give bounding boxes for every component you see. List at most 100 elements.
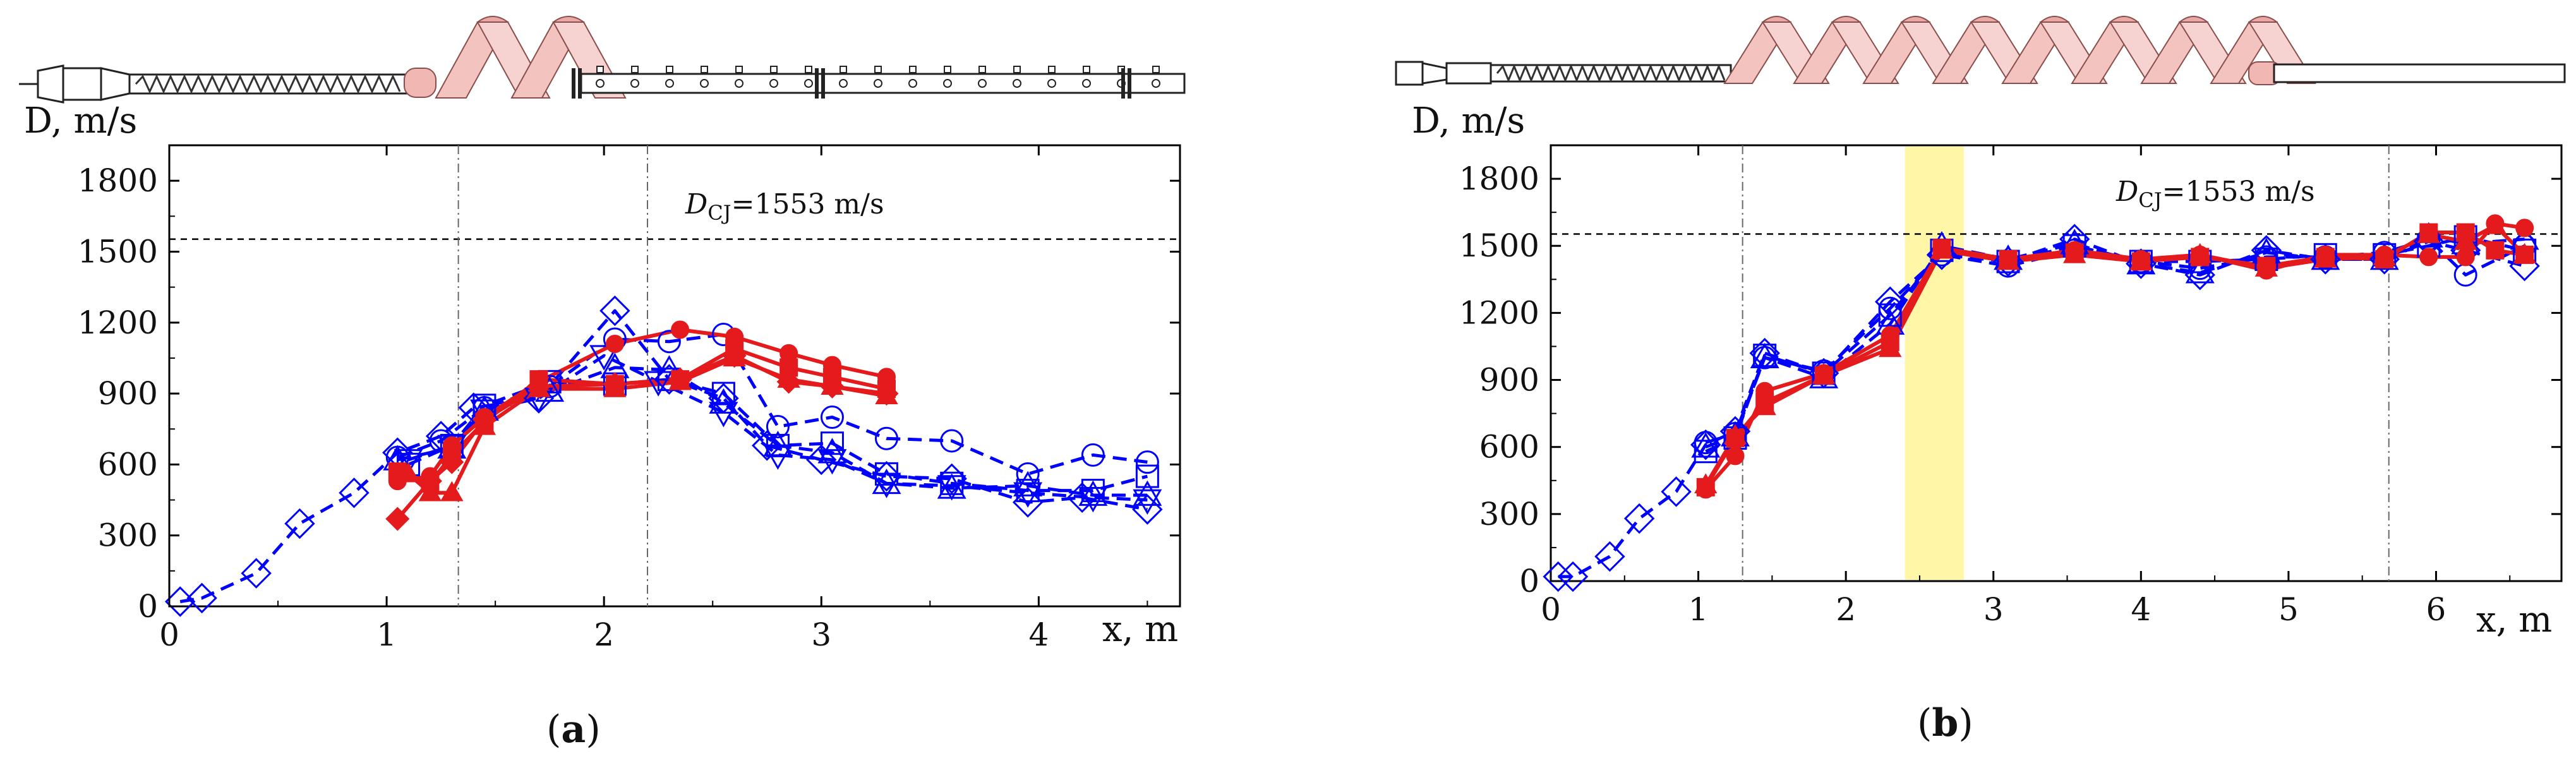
highlight-band	[1905, 147, 1965, 580]
data-point-s8-p0	[385, 507, 410, 531]
data-point-s8-p1	[418, 469, 442, 493]
data-point-s0-p1	[1557, 561, 1589, 592]
y-axis-label-a: D, m/s	[24, 100, 137, 141]
panel-caption-a: (a)	[546, 707, 601, 752]
data-point-s3-p2	[1750, 342, 1779, 368]
data-point-s0-p0	[1543, 561, 1574, 592]
data-point-s4-p1	[1726, 447, 1745, 466]
x-tick-label: 2	[1836, 591, 1856, 628]
data-point-s5-p6	[671, 320, 690, 339]
x-tick-label: 1	[376, 616, 397, 653]
data-point-s8-p10	[874, 381, 899, 406]
data-point-s4-p8	[817, 449, 847, 475]
dcj-label-a: DCJ=1553 m/s	[685, 188, 884, 225]
data-point-s0-p2	[1594, 541, 1625, 572]
data-point-s0-p1	[186, 582, 217, 614]
data-point-s6-p15	[2483, 213, 2507, 234]
data-point-s1-p10	[940, 429, 964, 453]
data-point-s3-p11	[1013, 471, 1043, 496]
y-tick-label: 600	[98, 446, 158, 483]
data-point-s8-p8	[776, 369, 801, 394]
data-point-s3-p0	[1691, 432, 1721, 458]
y-tick-label: 0	[1519, 563, 1539, 599]
data-point-s0-p9	[599, 295, 630, 327]
data-point-s0-p2	[241, 558, 272, 589]
data-point-s0-p17	[1066, 482, 1098, 514]
data-point-s2-p6	[711, 381, 735, 406]
data-point-s6-p16	[2513, 243, 2536, 263]
data-point-s0-p4	[339, 478, 370, 508]
data-point-s6-p0	[1694, 473, 1718, 494]
series-line-0	[179, 309, 1148, 603]
y-tick-label: 1800	[78, 162, 158, 199]
x-tick-label: 2	[594, 616, 614, 653]
y-tick-label: 300	[1479, 496, 1539, 532]
data-point-s6-p7	[2063, 243, 2086, 263]
data-point-s6-p8	[2129, 249, 2153, 270]
y-axis-label-b: D, m/s	[1412, 100, 1525, 141]
x-tick-label: 0	[1541, 591, 1561, 628]
y-tick-label: 300	[98, 517, 158, 554]
data-point-s6-p11	[2314, 247, 2337, 268]
x-tick-label: 4	[2131, 591, 2151, 628]
data-point-s6-p4	[1879, 337, 1902, 357]
data-point-s1-p8	[820, 406, 844, 430]
data-point-s0-p16	[1012, 487, 1044, 518]
data-point-s4-p9	[872, 472, 901, 498]
x-tick-label: 5	[2278, 591, 2299, 628]
data-point-s4-p13	[2419, 248, 2438, 267]
data-point-s4-p4	[589, 345, 619, 371]
data-point-s8-p7	[722, 344, 747, 368]
data-point-s4-p6	[709, 402, 738, 428]
data-point-s0-p3	[284, 508, 315, 539]
data-point-s3-p12	[1078, 480, 1108, 506]
data-point-s0-p14	[871, 460, 902, 492]
x-axis-label-b: x, m	[2476, 599, 2552, 640]
x-tick-label: 1	[1688, 591, 1709, 628]
x-tick-label: 3	[811, 616, 831, 653]
data-point-s3-p9	[872, 468, 901, 495]
data-point-s6-p13	[2417, 222, 2440, 243]
apparatus-schematic-a	[19, 16, 1186, 104]
data-point-s0-p11	[1992, 246, 2024, 277]
data-point-s6-p6	[1996, 249, 2020, 270]
data-point-s4-p14	[2456, 248, 2475, 267]
data-point-s7-p2	[440, 481, 464, 502]
x-axis-label-a: x, m	[1102, 609, 1178, 650]
data-point-s8-p6	[668, 367, 692, 392]
data-point-s4-p10	[937, 475, 966, 501]
y-tick-label: 900	[98, 375, 158, 412]
data-point-s3-p7	[763, 431, 793, 457]
data-point-s1-p13	[1135, 450, 1159, 474]
x-tick-label: 4	[1028, 616, 1049, 653]
data-point-s1-p9	[874, 426, 898, 450]
data-point-s6-p5	[1930, 238, 1954, 259]
data-point-s1-p12	[1081, 443, 1105, 467]
data-point-s8-p5	[603, 372, 627, 397]
data-point-s6-p2	[1753, 395, 1776, 416]
data-point-s5-p5	[605, 334, 624, 353]
data-point-s0-p13	[806, 444, 837, 476]
data-point-s4-p13	[1133, 489, 1162, 515]
y-tick-label: 1500	[78, 233, 158, 270]
data-point-s0-p17	[2369, 244, 2400, 275]
plot-area-b	[1550, 144, 2563, 582]
y-tick-label: 600	[1479, 429, 1539, 466]
panel-caption-b: (b)	[1917, 701, 1973, 745]
data-point-s0-p16	[2310, 244, 2341, 275]
data-point-s8-p3	[472, 407, 497, 432]
y-tick-label: 1500	[1459, 227, 1539, 264]
panel-b: 0 300 600 900 1200 1500 1800 0 1 2 3 4 5 6 D, m/s x, …	[1395, 16, 2566, 745]
data-point-s3-p13	[1133, 480, 1162, 506]
y-tick-label: 1200	[78, 304, 158, 341]
data-point-s6-p3	[1812, 363, 1836, 384]
data-point-s1-p5	[657, 330, 681, 354]
data-point-s0-p15	[936, 463, 967, 495]
data-point-s0-p13	[2126, 248, 2157, 279]
data-point-s4-p7	[763, 444, 793, 470]
data-point-s2-p4	[1878, 303, 1902, 327]
data-point-s4-p11	[1013, 482, 1043, 508]
data-point-s6-p9	[2188, 243, 2212, 263]
y-tick-label: 1200	[1459, 294, 1539, 331]
